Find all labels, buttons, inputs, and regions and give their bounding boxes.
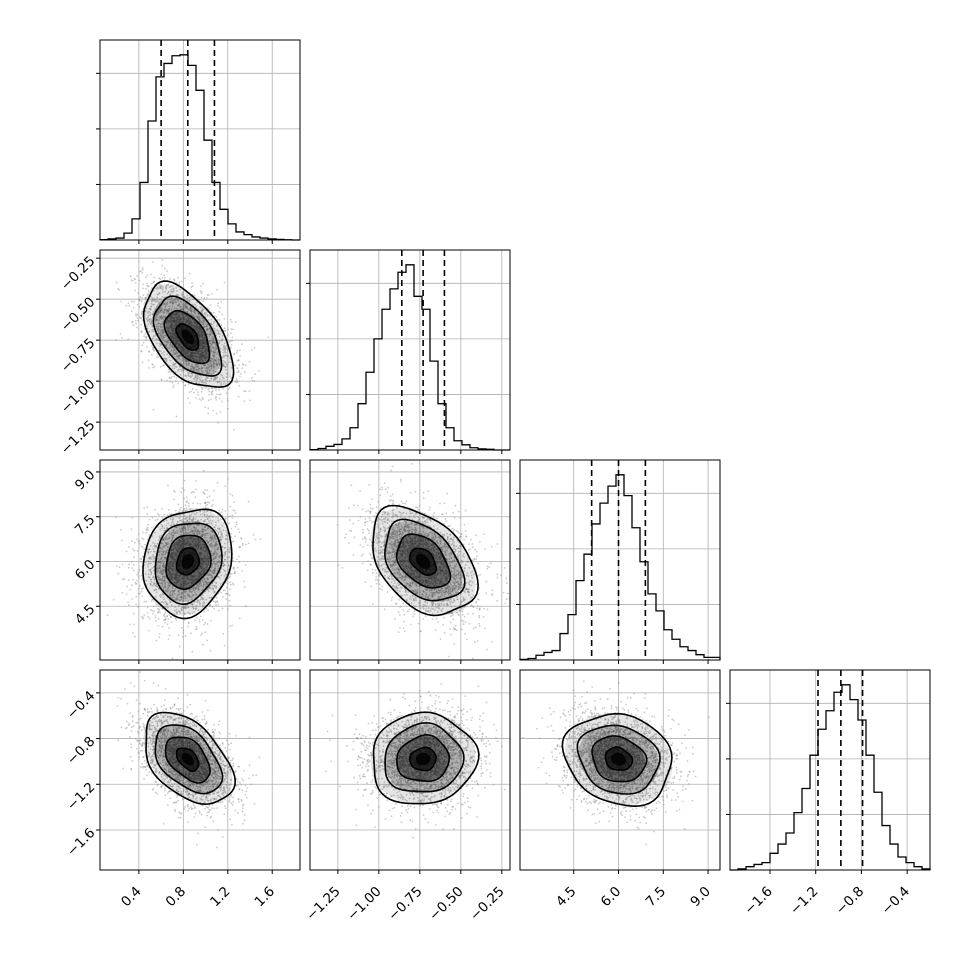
density-contour [604, 746, 634, 771]
density-contour [576, 724, 661, 795]
x-tick-label: −0.75 [385, 884, 426, 925]
density-contour [165, 534, 212, 591]
axes-frame [519, 669, 721, 871]
x-tick-label: 0.8 [163, 884, 190, 911]
density-contour [395, 533, 452, 589]
density-contour [396, 733, 451, 783]
x-tick-label: −0.50 [426, 884, 467, 925]
scatter-panel-1-4: 0.4 0.8 1.2 1.6 −1.6 −1.2 −0.8 −0.4 [64, 669, 301, 911]
x-tick-label: 6.0 [598, 884, 625, 911]
x-tick-label: −1.6 [741, 884, 775, 918]
density-contour [175, 323, 200, 351]
density-contour [408, 547, 438, 577]
x-tick-label: −0.4 [878, 884, 912, 918]
x-tick-label: 1.2 [207, 884, 234, 911]
y-tick-label: 4.5 [72, 601, 99, 628]
histogram-step [309, 264, 510, 451]
y-tick-label: −1.25 [58, 417, 99, 458]
density-contour [154, 724, 224, 795]
scatter-panel-3-4: 4.5 6.0 7.5 9.0 [519, 669, 721, 911]
axes-frame [99, 249, 301, 451]
density-contour [372, 711, 480, 805]
density-contour [142, 280, 235, 388]
x-tick-label: 9.0 [687, 884, 714, 911]
y-tick-label: −0.4 [64, 688, 98, 722]
density-contour [175, 747, 200, 773]
scatter-panel-1-2: −1.25−1.00−0.75−0.50−0.25 [58, 249, 301, 458]
density-contour [408, 746, 437, 772]
histogram-step [519, 474, 721, 661]
density-contour [561, 712, 673, 808]
density-contour [163, 309, 211, 365]
histogram-panel-3 [516, 459, 721, 664]
y-tick-label: 7.5 [72, 512, 99, 539]
density-contour [145, 711, 237, 806]
y-tick-label: −0.50 [58, 294, 99, 335]
density-contour [175, 547, 201, 576]
axes-frame [99, 669, 301, 871]
density-shading [370, 507, 476, 616]
x-tick-label: −1.00 [344, 884, 385, 925]
scatter-panel-2-4: −1.25 −1.00 −0.75 −0.50 −0.25 [303, 669, 511, 925]
density-contour [164, 736, 211, 784]
histogram-panel-4: −1.6 −1.2 −0.8 −0.4 [726, 669, 931, 918]
x-tick-label: −1.2 [787, 884, 821, 918]
histogram-step [730, 684, 931, 871]
x-tick-label: −0.25 [467, 884, 508, 925]
scatter-panel-2-3 [309, 459, 511, 664]
x-tick-label: 4.5 [553, 884, 580, 911]
axes-frame [309, 669, 511, 871]
axes-frame [519, 459, 721, 661]
axes-frame [309, 249, 511, 451]
density-shading [143, 284, 233, 390]
y-tick-label: −0.8 [64, 734, 98, 768]
histogram-panel-2 [306, 249, 511, 454]
scatter-points [522, 680, 710, 846]
histogram-step [99, 54, 300, 241]
y-tick-label: 9.0 [72, 467, 99, 494]
density-contour [591, 735, 648, 783]
y-tick-label: −1.6 [64, 825, 98, 859]
x-tick-label: 0.4 [118, 884, 145, 911]
density-contour [384, 518, 466, 602]
x-tick-label: −0.8 [833, 884, 867, 918]
density-contour [142, 508, 233, 620]
density-contour [154, 522, 223, 606]
axes-frame [99, 39, 301, 241]
density-contour [384, 722, 465, 793]
density-contour [152, 295, 223, 377]
x-tick-label: 1.6 [252, 884, 279, 911]
axes-frame [99, 459, 301, 661]
density-contour [372, 504, 479, 617]
density-shading [564, 713, 673, 805]
y-tick-label: −1.00 [58, 376, 99, 417]
x-tick-label: −1.25 [303, 884, 344, 925]
histogram-panel-1 [96, 39, 301, 244]
y-tick-label: −1.2 [64, 779, 98, 813]
density-shading [370, 713, 476, 805]
axes-frame [309, 459, 511, 661]
axes-frame [729, 669, 931, 871]
scatter-panel-1-3: 4.5 6.0 7.5 9.0 [72, 459, 301, 664]
y-tick-label: 6.0 [72, 557, 99, 584]
x-tick-label: 7.5 [643, 884, 670, 911]
y-tick-label: −0.25 [58, 253, 99, 294]
y-tick-label: −0.75 [58, 335, 99, 376]
